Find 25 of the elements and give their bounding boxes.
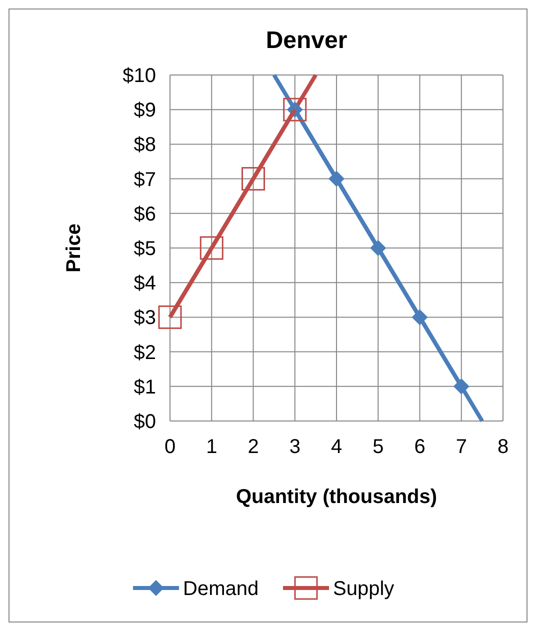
- y-axis-title: Price: [63, 224, 85, 272]
- legend-label: Demand: [183, 578, 259, 600]
- x-tick-label: 5: [372, 436, 384, 458]
- x-tick-label: 4: [330, 436, 342, 458]
- x-tick-label: 8: [497, 436, 509, 458]
- x-tick-label: 7: [456, 436, 467, 458]
- y-tick-label: $0: [134, 411, 156, 433]
- y-tick-label: $1: [134, 376, 156, 398]
- y-tick-label: $5: [134, 238, 156, 260]
- x-tick-label: 1: [206, 436, 218, 458]
- x-tick-label: 2: [248, 436, 259, 458]
- y-tick-label: $8: [134, 134, 156, 156]
- x-tick-label: 0: [164, 436, 176, 458]
- legend-label: Supply: [333, 578, 394, 600]
- y-tick-label: $4: [134, 272, 156, 295]
- x-tick-label: 3: [289, 436, 300, 458]
- y-tick-label: $7: [134, 168, 156, 191]
- y-tick-label: $6: [134, 203, 156, 226]
- y-tick-label: $10: [122, 65, 156, 87]
- x-tick-label: 6: [414, 436, 426, 458]
- y-tick-label: $3: [134, 307, 156, 330]
- chart-title: Denver: [266, 27, 348, 54]
- y-tick-label: $9: [134, 100, 156, 122]
- y-tick-label: $2: [134, 342, 156, 364]
- x-axis-title: Quantity (thousands): [236, 486, 438, 508]
